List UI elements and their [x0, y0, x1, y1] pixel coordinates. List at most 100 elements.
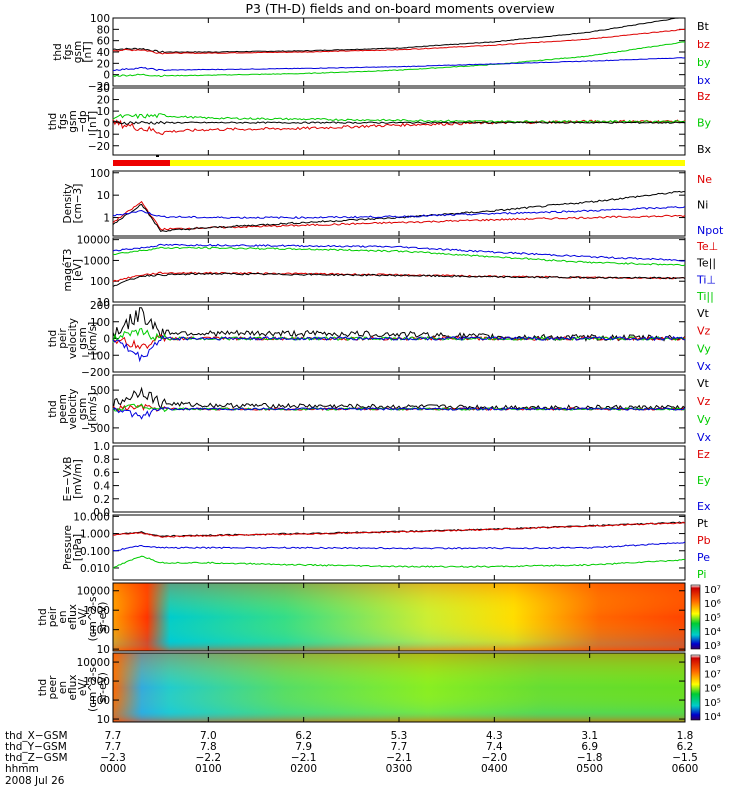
legend-ni: Ni [697, 199, 708, 212]
y-tick-label: 1.000 [80, 529, 110, 541]
colorbar-label: 10³ [704, 641, 721, 652]
y-tick-label: 0 [103, 404, 110, 416]
y-axis-title: [nT] [82, 41, 94, 62]
y-axis-title: velocity [67, 388, 79, 429]
y-axis-title: (cm^2-s- [87, 592, 99, 641]
ephem-z-value: −2.2 [196, 752, 222, 764]
legend-pt: Pt [697, 517, 709, 530]
ephem-x-value: 1.8 [677, 730, 694, 742]
legend-ti||: Ti|| [696, 290, 714, 303]
ephem-time-value: 0000 [100, 763, 127, 775]
series-ti⊥ [112, 243, 686, 262]
colorbar-label: 10⁷ [704, 669, 721, 680]
panel-pressure: 10.000 1.000 0.100 0.010 Pressure[nPa] Pt Pb Pe… [62, 511, 711, 581]
y-axis-title: Density [62, 184, 74, 224]
legend-vt: Vt [697, 307, 710, 320]
colorbar-label: 10⁸ [704, 655, 721, 666]
series-vy [112, 403, 686, 413]
panel-efield: 1.00.80.6 0.40.20.0 E=−VxB[mV/m] Ez Ey Ex [62, 441, 711, 519]
ephem-time-value: 0100 [195, 763, 222, 775]
legend-ex: Ex [697, 500, 711, 513]
ephem-time-value: 0300 [386, 763, 413, 775]
legend-vy: Vy [697, 342, 711, 355]
panel-density: 100 10 1 Density[cm−3] Ne Ni Npot [62, 168, 724, 237]
y-axis-title: [km/s] [87, 392, 99, 426]
colorbar-scale [690, 584, 701, 650]
y-tick-label: 40 [97, 47, 110, 59]
panel-frame [112, 170, 686, 237]
series-by [112, 113, 686, 123]
ephem-z-value: −2.1 [386, 752, 412, 764]
ephem-time-value: 0200 [290, 763, 317, 775]
series-vx [112, 335, 686, 363]
ephem-row-label: thd_Z−GSM [5, 752, 68, 764]
y-tick-label: 100 [90, 317, 110, 329]
y-axis-title: thd [47, 330, 59, 347]
mode-bar-yellow [113, 160, 685, 166]
y-tick-label: 10000 [77, 657, 110, 669]
ephem-y-value: 6.2 [677, 741, 694, 753]
y-tick-label: 100 [90, 695, 110, 707]
y-axis-title: peer [47, 675, 59, 700]
ephem-x-value: 7.0 [200, 730, 217, 742]
y-axis-title: (cm^2-s- [87, 663, 99, 712]
legend-pe: Pe [697, 551, 710, 564]
series-bz [112, 28, 686, 55]
y-tick-label: 1000 [83, 605, 110, 617]
y-axis-title: [nT] [87, 111, 99, 132]
legend-ti⊥: Ti⊥ [696, 273, 716, 286]
y-tick-label: −10 [88, 129, 110, 141]
series-bt [112, 17, 685, 54]
legend-vy: Vy [697, 413, 711, 426]
y-tick-label: 0.8 [93, 454, 110, 466]
y-axis-title: peir [47, 606, 59, 627]
series-pi [112, 555, 686, 569]
y-axis-title: gsm [77, 398, 89, 420]
y-axis-title: gsm [67, 110, 79, 132]
y-tick-label: 0 [103, 118, 110, 130]
panel-peir_spec: 10⁷ 10⁶ 10⁵ 10⁴ 10³ 10000 1000 100 10 thdpeirenef… [37, 582, 721, 656]
legend-by: By [697, 117, 712, 130]
y-tick-label: 1000 [83, 255, 110, 267]
y-tick-label: 0.100 [80, 546, 110, 558]
y-tick-label: 10.000 [73, 511, 110, 523]
y-tick-label: 0.2 [93, 494, 110, 506]
y-tick-label: 20 [97, 58, 110, 70]
colorbar-label: 10⁵ [704, 698, 721, 709]
y-tick-label: −500 [81, 423, 110, 435]
ephem-time-value: 0600 [672, 763, 699, 775]
mode-bar-marker [156, 155, 159, 157]
y-axis-title: Pressure [62, 525, 74, 570]
y-axis-title: thd [47, 113, 59, 130]
y-tick-label: 100 [90, 13, 110, 25]
legend-by: by [697, 56, 711, 69]
colorbar-label: 10⁷ [704, 585, 721, 596]
ephem-row-label: thd_X−GSM [5, 730, 68, 742]
ephem-time-value: 0400 [481, 763, 508, 775]
legend-vz: Vz [697, 325, 711, 338]
colorbar-label: 10⁶ [704, 599, 721, 610]
ephem-z-value: −2.1 [291, 752, 317, 764]
y-axis-title: eV/ [77, 678, 89, 696]
ephem-y-value: 7.4 [486, 741, 503, 753]
series-ne [112, 200, 686, 231]
y-axis-title: en [57, 681, 69, 694]
y-tick-label: 0.6 [93, 467, 110, 479]
y-axis-title: thd [37, 679, 49, 696]
series-pt [112, 521, 686, 538]
y-tick-label: 10 [97, 644, 110, 656]
series-te|| [112, 272, 686, 287]
y-axis-title: [mV/m] [72, 459, 84, 498]
y-axis-title: gsm [72, 41, 84, 63]
y-axis-title: −dp [77, 110, 89, 132]
ephem-y-value: 7.8 [200, 741, 217, 753]
y-axis-title: en [57, 610, 69, 623]
mode-bar-red [113, 160, 170, 166]
legend-te||: Te|| [696, 257, 716, 270]
mode-bar [113, 155, 685, 166]
ephem-z-value: −2.3 [100, 752, 126, 764]
y-tick-label: 60 [97, 36, 110, 48]
y-tick-label: −200 [81, 367, 110, 379]
